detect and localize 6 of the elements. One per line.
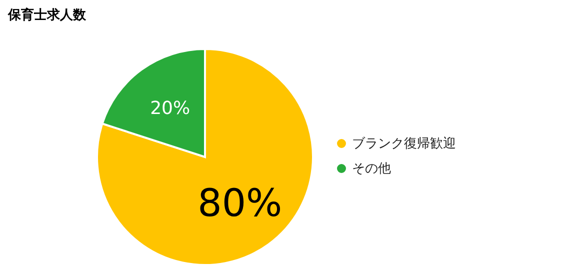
pie-slice — [96, 48, 314, 266]
data-label: 20% — [150, 98, 190, 119]
legend-label: その他 — [352, 162, 391, 176]
legend-label: ブランク復帰歓迎 — [352, 136, 456, 152]
data-label: 80% — [198, 181, 282, 226]
chart-title: 保育士求人数 — [7, 7, 87, 23]
